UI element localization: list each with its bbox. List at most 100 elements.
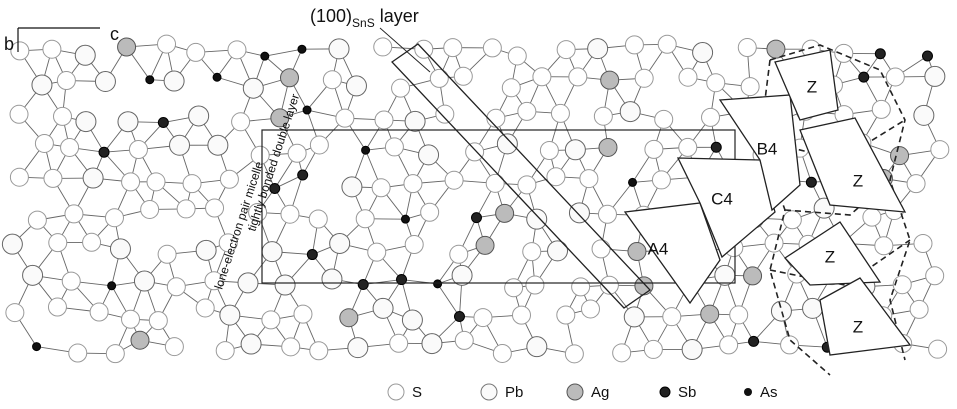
atom	[23, 265, 43, 285]
atom	[914, 234, 932, 252]
atom	[99, 147, 109, 157]
atom	[53, 107, 71, 125]
atom	[628, 243, 646, 261]
atom	[348, 338, 368, 358]
atom	[122, 173, 140, 191]
atom	[565, 345, 583, 363]
atom	[644, 340, 662, 358]
atom	[493, 344, 511, 362]
legend-label: As	[760, 384, 778, 401]
atom	[533, 68, 551, 86]
atom	[220, 305, 240, 325]
atom	[106, 345, 124, 363]
atom	[307, 250, 317, 260]
atom	[187, 43, 205, 61]
atom	[33, 343, 41, 351]
atom	[565, 140, 585, 160]
atom	[402, 310, 422, 330]
atom	[502, 79, 520, 97]
atom	[323, 71, 341, 89]
atom	[486, 174, 504, 192]
atom	[342, 177, 362, 197]
atom	[134, 271, 154, 291]
atom	[730, 306, 748, 324]
legend-symbol	[567, 384, 583, 400]
atom	[455, 331, 473, 349]
atom	[165, 338, 183, 356]
atom	[450, 245, 468, 263]
atom	[715, 265, 735, 285]
atom	[405, 111, 425, 131]
atom	[69, 344, 87, 362]
atom	[129, 141, 147, 159]
atom	[158, 35, 176, 53]
atom	[592, 240, 610, 258]
atom	[635, 277, 653, 295]
atom	[196, 240, 216, 260]
atom	[476, 236, 494, 254]
atom	[738, 39, 756, 57]
atom	[926, 267, 944, 285]
atom	[298, 170, 308, 180]
atom	[891, 147, 909, 165]
atom	[682, 340, 702, 360]
atom	[781, 336, 799, 354]
bond	[438, 284, 460, 317]
atom	[238, 273, 258, 293]
atom	[392, 79, 410, 97]
atom	[749, 336, 759, 346]
polyhedron-label: B4	[757, 139, 778, 158]
atom	[309, 210, 327, 228]
atom	[346, 76, 366, 96]
atom	[436, 105, 454, 123]
atom	[434, 280, 442, 288]
atom	[645, 140, 663, 158]
atom	[122, 310, 140, 328]
atom	[49, 234, 67, 252]
legend-symbol	[481, 384, 497, 400]
atom	[496, 204, 514, 222]
atom	[90, 303, 108, 321]
atom	[599, 138, 617, 156]
atom	[170, 135, 190, 155]
atom	[551, 104, 569, 122]
atom	[452, 265, 472, 285]
atom	[83, 168, 103, 188]
atom	[767, 40, 785, 58]
atom	[701, 305, 719, 323]
atom	[95, 72, 115, 92]
atom	[922, 51, 932, 61]
atom	[679, 138, 697, 156]
atom	[281, 69, 299, 87]
atom	[548, 241, 568, 261]
atom	[108, 282, 116, 290]
atom	[505, 279, 523, 297]
atom	[298, 45, 306, 53]
atom	[471, 213, 481, 223]
atom	[454, 311, 464, 321]
atom	[526, 276, 544, 294]
atom	[741, 78, 759, 96]
atom	[783, 211, 801, 229]
atom	[43, 40, 61, 58]
atom	[421, 203, 439, 221]
atom	[835, 44, 853, 62]
atom	[404, 175, 422, 193]
bond	[363, 280, 401, 285]
polyhedron	[800, 118, 905, 212]
atom	[474, 309, 492, 327]
atom	[373, 298, 393, 318]
atom	[601, 71, 619, 89]
atom	[487, 109, 505, 127]
atom	[83, 233, 101, 251]
atom	[375, 111, 393, 129]
bond	[265, 49, 302, 56]
atom	[569, 68, 587, 86]
atom	[629, 178, 637, 186]
atom	[513, 306, 531, 324]
atom	[262, 242, 282, 262]
atom	[581, 300, 599, 318]
atom	[57, 72, 75, 90]
atom	[368, 243, 386, 261]
atom	[310, 342, 328, 360]
